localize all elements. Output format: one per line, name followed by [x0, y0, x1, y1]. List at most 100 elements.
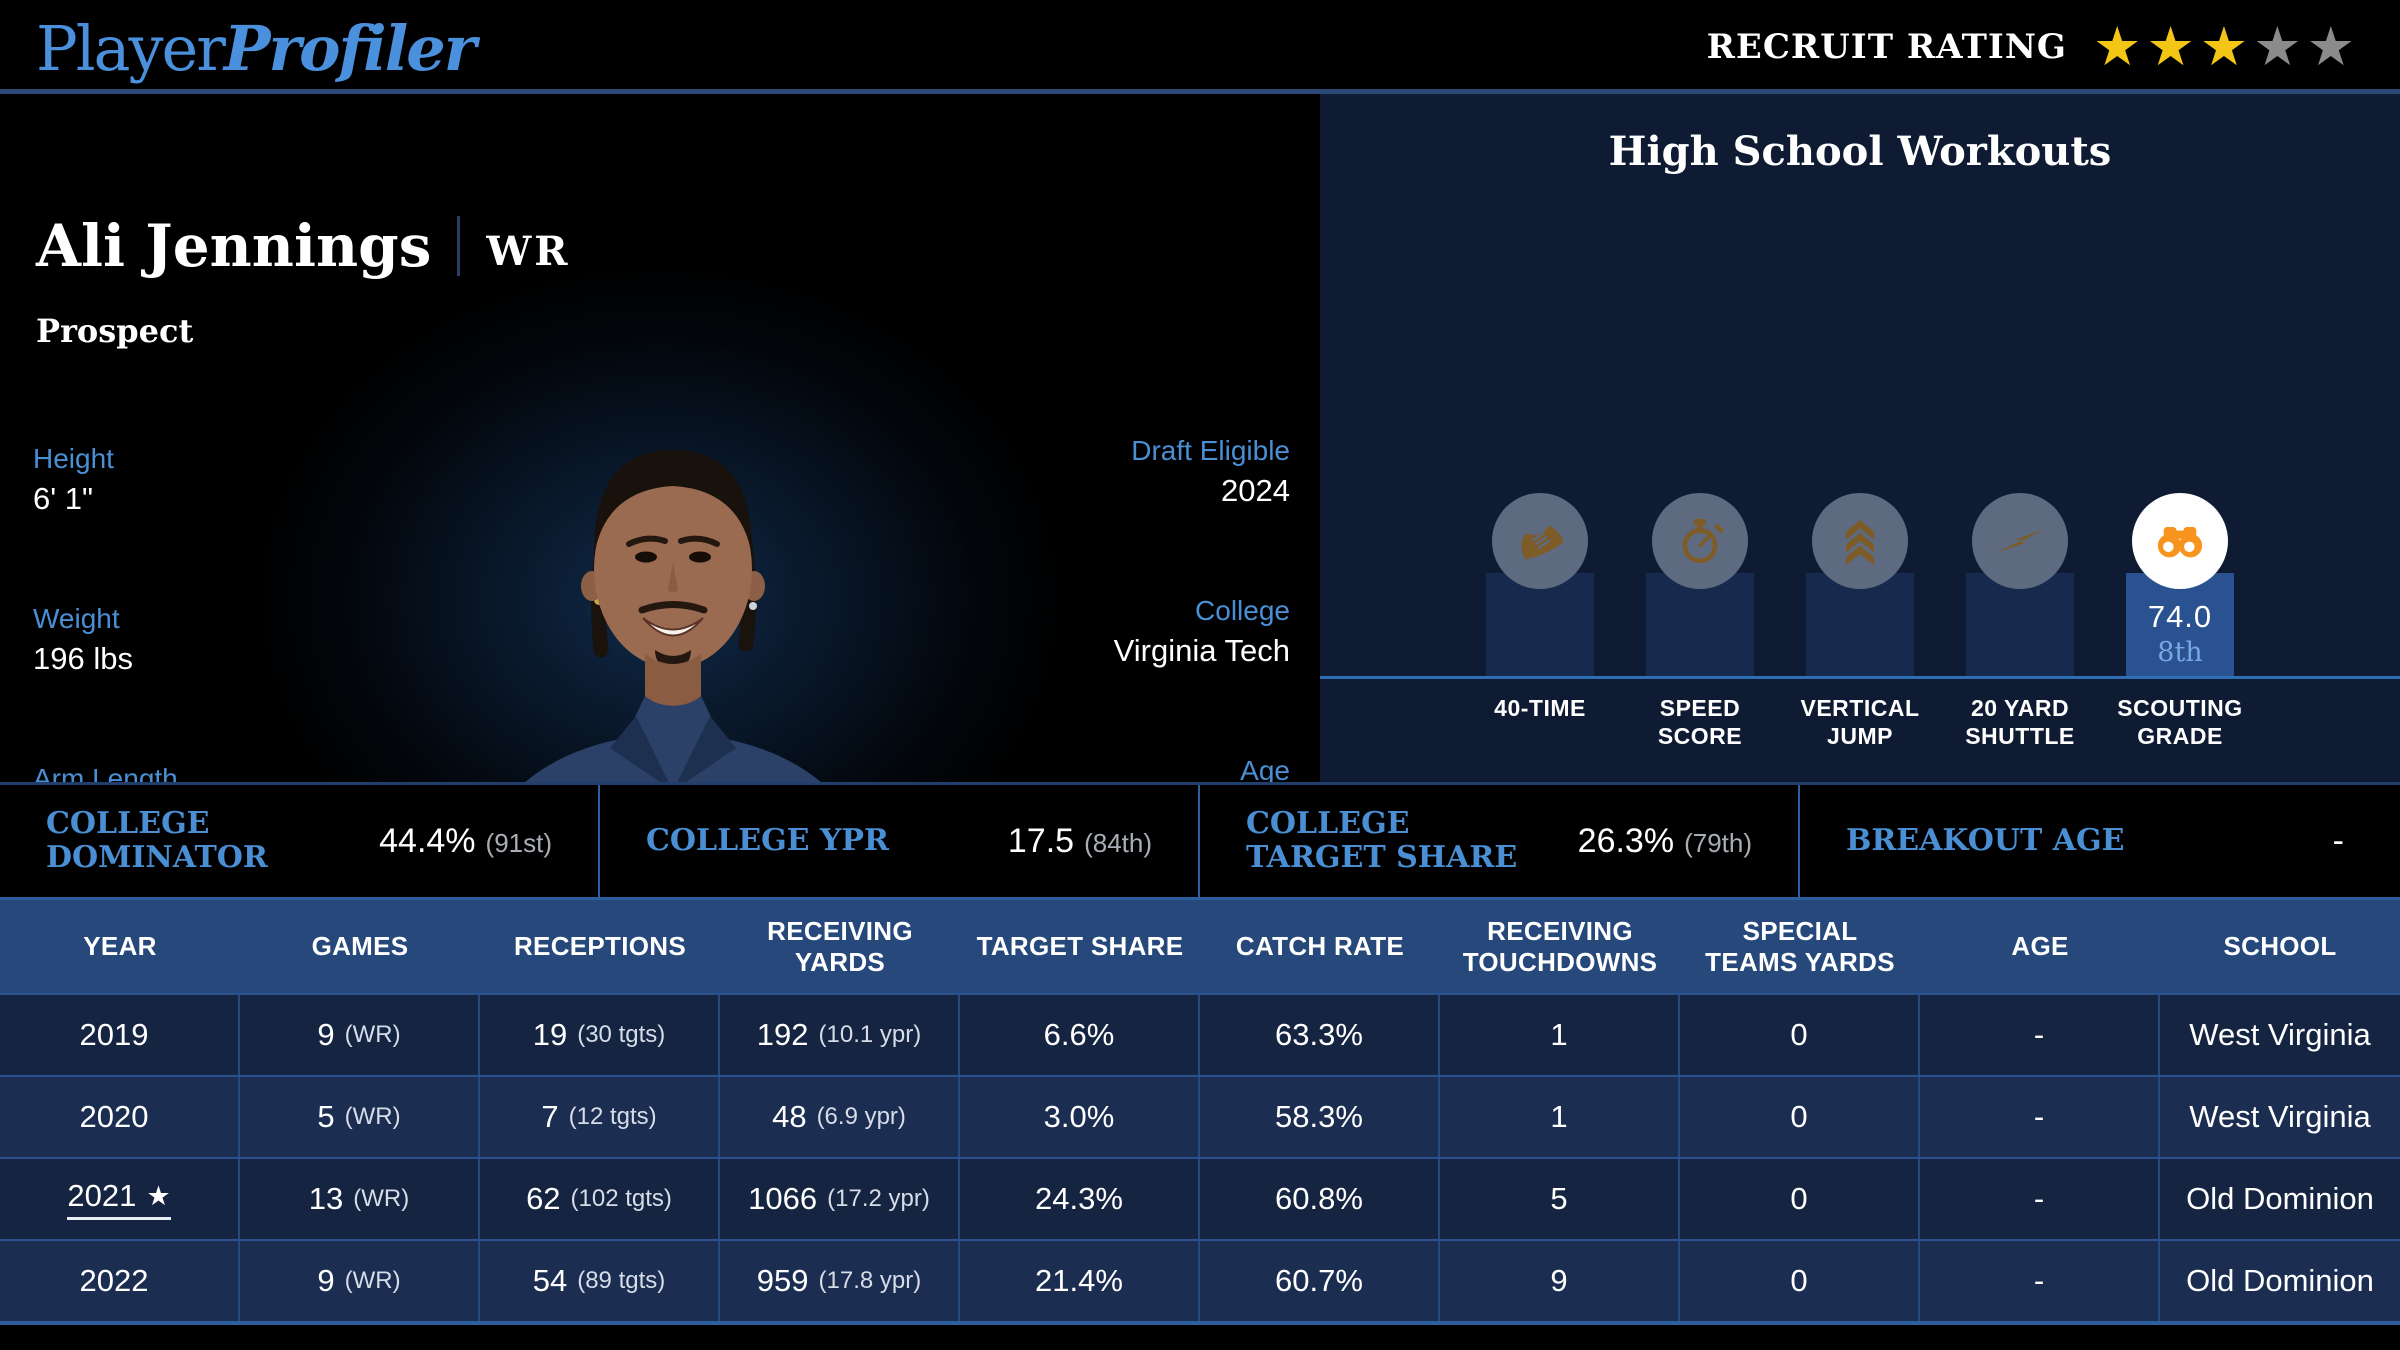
- metric-breakout-age: BREAKOUT AGE -: [1800, 785, 2400, 897]
- catch-rate-cell: 60.8%: [1200, 1159, 1440, 1239]
- st-yards-cell: 0: [1680, 995, 1920, 1075]
- workout-label-40-time: 40-TIME: [1494, 695, 1586, 721]
- stats-table-header: YEAR GAMES RECEPTIONS RECEIVING YARDS TA…: [0, 900, 2400, 993]
- workout-bar-highlight: 74.0 8th: [2126, 573, 2234, 676]
- games-cell: 9 (WR): [240, 995, 480, 1075]
- school-cell: West Virginia: [2189, 1017, 2371, 1052]
- metric-value: 26.3%: [1577, 821, 1675, 860]
- player-name-row: Ali Jennings WR: [36, 212, 571, 280]
- col-target-share: TARGET SHARE: [976, 931, 1184, 962]
- receptions-cell: 54 (89 tgts): [480, 1241, 720, 1321]
- lightning-bolt-icon: [1996, 529, 2044, 553]
- school-cell: West Virginia: [2189, 1099, 2371, 1134]
- workout-label-scouting-grade: SCOUTING GRADE: [2117, 695, 2243, 750]
- name-position-divider: [457, 216, 461, 276]
- table-row-2021: 2021 ★ 13 (WR) 62 (102 tgts) 1066 (17.2 ypr)…: [0, 1157, 2400, 1239]
- workout-20-yard-shuttle: [1966, 493, 2074, 676]
- year-cell: 2019: [79, 1017, 149, 1052]
- binoculars-icon: [2157, 527, 2203, 558]
- st-yards-cell: 0: [1680, 1159, 1920, 1239]
- detail-value: 196 lbs: [33, 641, 133, 676]
- metric-label: COLLEGE DOMINATOR: [46, 805, 268, 875]
- logo-text-player: Player: [36, 12, 226, 85]
- workout-labels-row: 40-TIME SPEED SCORE VERTICAL JUMP 20 YAR…: [1320, 694, 2400, 750]
- college-metrics-bar: COLLEGE DOMINATOR 44.4% (91st) COLLEGE Y…: [0, 782, 2400, 900]
- star-empty-icons: ★★: [2253, 17, 2360, 77]
- age-cell: -: [1920, 1077, 2160, 1157]
- col-school: SCHOOL: [2223, 931, 2337, 962]
- scouting-grade-value: 74.0: [2147, 599, 2213, 634]
- workout-speed-score: [1646, 493, 1754, 676]
- stopwatch-icon: [1682, 518, 1724, 564]
- age-cell: -: [1920, 1159, 2160, 1239]
- player-status: Prospect: [36, 312, 194, 350]
- metric-percentile: (91st): [485, 827, 552, 858]
- table-bottom-border: [0, 1321, 2400, 1325]
- metric-college-dominator: COLLEGE DOMINATOR 44.4% (91st): [0, 785, 600, 897]
- receiving-tds-cell: 1: [1440, 995, 1680, 1075]
- col-special-teams-yards: SPECIAL TEAMS YARDS: [1705, 915, 1895, 977]
- metric-value: 44.4%: [379, 821, 476, 860]
- recruit-rating: RECRUIT RATING ★★★★★: [1707, 0, 2360, 94]
- running-shoe-icon: [1521, 525, 1564, 560]
- receiving-yards-cell: 959 (17.8 ypr): [720, 1241, 960, 1321]
- workout-label-speed-score: SPEED SCORE: [1657, 695, 1743, 750]
- receiving-yards-cell: 48 (6.9 ypr): [720, 1077, 960, 1157]
- receptions-cell: 19 (30 tgts): [480, 995, 720, 1075]
- detail-label: Age: [1240, 755, 1290, 782]
- workout-bar: [1486, 573, 1594, 676]
- metric-label: COLLEGE TARGET SHARE: [1246, 805, 1518, 875]
- recruit-rating-label: RECRUIT RATING: [1706, 27, 2067, 67]
- workout-bar: [1806, 573, 1914, 676]
- year-cell: 2020: [79, 1099, 149, 1134]
- school-cell: Old Dominion: [2186, 1263, 2374, 1298]
- detail-weight: Weight 196 lbs: [33, 600, 178, 680]
- metric-label: COLLEGE YPR: [646, 822, 889, 858]
- detail-label: Height: [33, 443, 114, 474]
- receptions-cell: 7 (12 tgts): [480, 1077, 720, 1157]
- col-year: YEAR: [83, 931, 157, 962]
- catch-rate-cell: 60.7%: [1200, 1241, 1440, 1321]
- player-headshot-photo: [525, 450, 821, 782]
- player-details-left: Height 6' 1" Weight 196 lbs Arm Length -: [33, 440, 178, 782]
- workouts-title: High School Workouts: [1608, 128, 2112, 175]
- col-catch-rate: CATCH RATE: [1235, 931, 1405, 962]
- detail-value: 2024: [1221, 473, 1290, 508]
- star-filled-icons: ★★★: [2092, 17, 2254, 77]
- games-cell: 13 (WR): [240, 1159, 480, 1239]
- col-receptions: RECEPTIONS: [513, 931, 687, 962]
- workout-scouting-grade: 74.0 8th: [2126, 493, 2234, 676]
- metric-college-ypr: COLLEGE YPR 17.5 (84th): [600, 785, 1200, 897]
- workout-vertical-jump: [1806, 493, 1914, 676]
- workouts-row: 74.0 8th: [1320, 493, 2400, 676]
- receiving-yards-cell: 192 (10.1 ypr): [720, 995, 960, 1075]
- detail-college: College Virginia Tech: [1114, 592, 1290, 672]
- detail-label: Arm Length: [33, 763, 178, 782]
- main-section: Ali Jennings WR Prospect Height 6' 1" We…: [0, 94, 2400, 782]
- col-age: AGE: [2011, 931, 2069, 962]
- workouts-baseline: [1320, 676, 2400, 679]
- year-cell: 2022: [79, 1263, 149, 1298]
- detail-label: College: [1195, 595, 1290, 626]
- metric-value: 17.5: [1007, 821, 1075, 860]
- table-row-2019: 2019 9 (WR) 19 (30 tgts) 192 (10.1 ypr) 6.6…: [0, 993, 2400, 1075]
- metric-percentile: (79th): [1684, 827, 1752, 858]
- receptions-cell: 62 (102 tgts): [480, 1159, 720, 1239]
- detail-value: 6' 1": [33, 481, 94, 516]
- player-panel: Ali Jennings WR Prospect Height 6' 1" We…: [0, 94, 1320, 782]
- table-row-2022: 2022 9 (WR) 54 (89 tgts) 959 (17.8 ypr) 21.…: [0, 1239, 2400, 1321]
- target-share-cell: 3.0%: [960, 1077, 1200, 1157]
- logo-text-profiler: Profiler: [223, 12, 477, 85]
- receiving-yards-cell: 1066 (17.2 ypr): [720, 1159, 960, 1239]
- workout-40-time: [1486, 493, 1594, 676]
- year-link[interactable]: 2021 ★: [67, 1178, 171, 1220]
- st-yards-cell: 0: [1680, 1077, 1920, 1157]
- workout-bar: [1646, 573, 1754, 676]
- player-details-right: Draft Eligible 2024 College Virginia Tec…: [1114, 432, 1290, 782]
- playerprofiler-logo[interactable]: PlayerProfiler: [36, 12, 477, 85]
- player-name: Ali Jennings: [36, 212, 432, 280]
- detail-draft-eligible: Draft Eligible 2024: [1114, 432, 1290, 512]
- catch-rate-cell: 58.3%: [1200, 1077, 1440, 1157]
- player-position: WR: [486, 227, 571, 275]
- col-receiving-yards: RECEIVING YARDS: [767, 915, 913, 977]
